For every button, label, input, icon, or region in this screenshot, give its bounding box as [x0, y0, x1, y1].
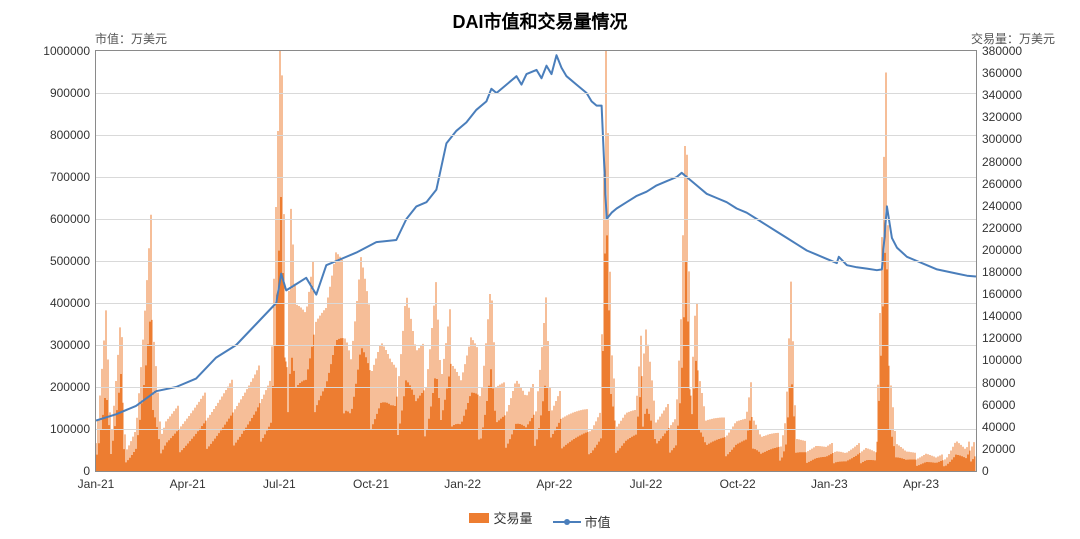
- gridline: [96, 261, 976, 262]
- y-right-tick: 360000: [976, 66, 1022, 80]
- y-left-tick: 200000: [50, 380, 96, 394]
- y-right-tick: 180000: [976, 265, 1022, 279]
- legend-item: 市值: [553, 512, 611, 531]
- gridline: [96, 135, 976, 136]
- marketcap-line: [96, 55, 976, 420]
- y-left-tick: 600000: [50, 212, 96, 226]
- y-right-tick: 60000: [976, 398, 1015, 412]
- y-right-tick: 340000: [976, 88, 1022, 102]
- y-right-tick: 100000: [976, 353, 1022, 367]
- y-right-tick: 20000: [976, 442, 1015, 456]
- legend-swatch-bar: [469, 513, 489, 523]
- y-left-tick: 1000000: [43, 44, 96, 58]
- x-tick: Apr-22: [536, 471, 572, 491]
- y-left-tick: 100000: [50, 422, 96, 436]
- x-tick: Jul-22: [630, 471, 663, 491]
- y-right-tick: 300000: [976, 132, 1022, 146]
- gridline: [96, 93, 976, 94]
- y-right-tick: 80000: [976, 376, 1015, 390]
- y-right-tick: 0: [976, 464, 989, 478]
- y-right-tick: 160000: [976, 287, 1022, 301]
- gridline: [96, 177, 976, 178]
- legend-swatch-line: [553, 521, 581, 523]
- x-tick: Jan-23: [811, 471, 848, 491]
- y-left-tick: 700000: [50, 170, 96, 184]
- legend-label: 交易量: [493, 508, 532, 527]
- y-right-tick: 120000: [976, 331, 1022, 345]
- x-tick: Apr-21: [170, 471, 206, 491]
- y-right-tick: 220000: [976, 221, 1022, 235]
- plot-area: 0100000200000300000400000500000600000700…: [95, 50, 977, 472]
- x-tick: Jan-21: [78, 471, 115, 491]
- y-right-tick: 140000: [976, 309, 1022, 323]
- gridline: [96, 387, 976, 388]
- y-right-tick: 240000: [976, 199, 1022, 213]
- gridline: [96, 429, 976, 430]
- legend-item: 交易量: [469, 508, 532, 527]
- y-left-tick: 400000: [50, 296, 96, 310]
- y-left-tick: 900000: [50, 86, 96, 100]
- y-left-tick: 300000: [50, 338, 96, 352]
- gridline: [96, 303, 976, 304]
- y-right-tick: 40000: [976, 420, 1015, 434]
- y-left-tick: 500000: [50, 254, 96, 268]
- x-tick: Jul-21: [263, 471, 296, 491]
- y-right-tick: 260000: [976, 177, 1022, 191]
- y-left-tick: 800000: [50, 128, 96, 142]
- x-tick: Oct-22: [720, 471, 756, 491]
- x-tick: Oct-21: [353, 471, 389, 491]
- y-right-tick: 320000: [976, 110, 1022, 124]
- x-tick: Jan-22: [444, 471, 481, 491]
- legend: 交易量 市值: [0, 508, 1080, 531]
- gridline: [96, 345, 976, 346]
- x-tick: Apr-23: [903, 471, 939, 491]
- gridline: [96, 219, 976, 220]
- y-right-tick: 380000: [976, 44, 1022, 58]
- y-right-tick: 280000: [976, 155, 1022, 169]
- y-right-tick: 200000: [976, 243, 1022, 257]
- chart-container: DAI市值和交易量情况 市值：万美元 交易量：万美元 0100000200000…: [0, 0, 1080, 539]
- y-left-axis-label: 市值：万美元: [95, 30, 167, 47]
- legend-label: 市值: [585, 512, 611, 531]
